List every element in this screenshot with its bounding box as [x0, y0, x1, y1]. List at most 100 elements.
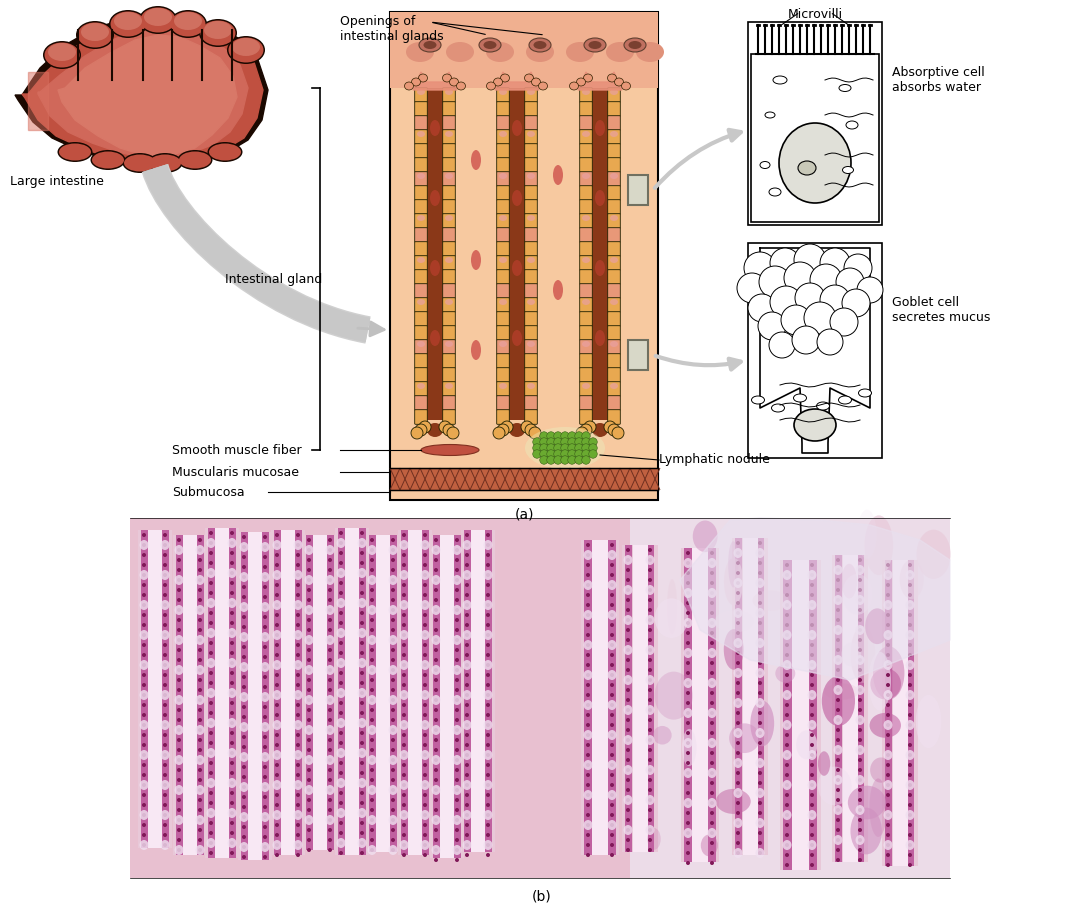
Ellipse shape: [484, 41, 497, 49]
Ellipse shape: [360, 661, 363, 665]
Ellipse shape: [360, 581, 363, 585]
Ellipse shape: [432, 815, 441, 825]
Ellipse shape: [582, 450, 590, 458]
FancyBboxPatch shape: [579, 228, 592, 243]
Ellipse shape: [142, 643, 146, 647]
Ellipse shape: [230, 691, 234, 695]
Ellipse shape: [240, 572, 248, 582]
Ellipse shape: [209, 561, 213, 565]
Polygon shape: [22, 18, 263, 165]
Ellipse shape: [432, 725, 441, 735]
Ellipse shape: [624, 825, 633, 835]
Ellipse shape: [686, 861, 690, 865]
Ellipse shape: [370, 638, 374, 642]
Ellipse shape: [391, 778, 395, 782]
Ellipse shape: [432, 665, 441, 675]
Ellipse shape: [858, 768, 861, 772]
Ellipse shape: [260, 692, 269, 702]
Ellipse shape: [370, 668, 374, 672]
Ellipse shape: [465, 793, 469, 797]
Ellipse shape: [92, 151, 124, 169]
Ellipse shape: [462, 840, 472, 850]
Ellipse shape: [90, 150, 126, 170]
Ellipse shape: [586, 623, 590, 627]
Ellipse shape: [419, 421, 431, 433]
Ellipse shape: [275, 693, 279, 697]
Ellipse shape: [858, 658, 861, 662]
Ellipse shape: [810, 733, 814, 737]
Ellipse shape: [432, 845, 441, 855]
Ellipse shape: [465, 593, 469, 597]
Ellipse shape: [360, 671, 363, 675]
Ellipse shape: [399, 780, 408, 790]
FancyBboxPatch shape: [525, 228, 537, 243]
Ellipse shape: [586, 753, 590, 757]
Ellipse shape: [553, 438, 562, 446]
Ellipse shape: [240, 542, 248, 552]
Ellipse shape: [263, 715, 267, 719]
Ellipse shape: [624, 585, 633, 595]
Ellipse shape: [858, 598, 861, 602]
Ellipse shape: [114, 12, 142, 30]
Ellipse shape: [296, 593, 299, 597]
Ellipse shape: [360, 601, 363, 605]
Ellipse shape: [471, 250, 481, 270]
Ellipse shape: [177, 548, 181, 552]
Bar: [748, 22, 882, 225]
Ellipse shape: [833, 715, 842, 725]
Ellipse shape: [339, 601, 343, 605]
Ellipse shape: [870, 758, 892, 783]
Ellipse shape: [163, 753, 167, 757]
Ellipse shape: [626, 798, 630, 802]
Ellipse shape: [736, 611, 740, 615]
Ellipse shape: [455, 858, 459, 862]
Ellipse shape: [567, 444, 576, 452]
Ellipse shape: [455, 608, 459, 612]
Ellipse shape: [539, 450, 548, 458]
Ellipse shape: [782, 780, 791, 790]
Ellipse shape: [648, 668, 652, 672]
Ellipse shape: [465, 603, 469, 607]
Ellipse shape: [140, 600, 149, 610]
Ellipse shape: [177, 778, 181, 782]
Ellipse shape: [142, 563, 146, 567]
Ellipse shape: [786, 713, 789, 717]
Ellipse shape: [209, 851, 213, 855]
Ellipse shape: [733, 638, 742, 648]
Ellipse shape: [810, 563, 814, 567]
Ellipse shape: [465, 683, 469, 687]
Ellipse shape: [197, 628, 202, 632]
Ellipse shape: [370, 788, 374, 792]
Ellipse shape: [368, 755, 376, 765]
Ellipse shape: [403, 823, 406, 827]
FancyBboxPatch shape: [525, 115, 537, 130]
Ellipse shape: [710, 591, 714, 595]
Ellipse shape: [360, 711, 363, 715]
Ellipse shape: [368, 845, 376, 855]
Ellipse shape: [858, 858, 861, 862]
Ellipse shape: [786, 863, 789, 867]
Ellipse shape: [230, 711, 234, 715]
Ellipse shape: [886, 723, 890, 727]
Ellipse shape: [786, 593, 789, 597]
Ellipse shape: [328, 648, 332, 652]
Ellipse shape: [810, 633, 814, 637]
Ellipse shape: [421, 720, 430, 730]
FancyBboxPatch shape: [497, 186, 509, 200]
FancyBboxPatch shape: [443, 228, 456, 243]
Ellipse shape: [608, 580, 616, 590]
Ellipse shape: [770, 248, 800, 278]
Ellipse shape: [648, 588, 652, 592]
Ellipse shape: [423, 793, 427, 797]
Ellipse shape: [175, 725, 183, 735]
Ellipse shape: [305, 755, 314, 765]
Ellipse shape: [263, 555, 267, 559]
FancyBboxPatch shape: [608, 242, 621, 257]
Ellipse shape: [209, 591, 213, 595]
Ellipse shape: [142, 593, 146, 597]
Ellipse shape: [242, 735, 246, 739]
Ellipse shape: [307, 708, 311, 712]
Ellipse shape: [163, 693, 167, 697]
Ellipse shape: [462, 720, 472, 730]
FancyBboxPatch shape: [443, 367, 456, 382]
